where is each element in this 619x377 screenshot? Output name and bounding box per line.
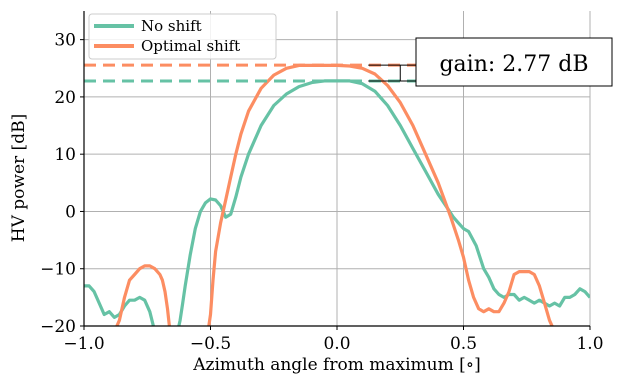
x-tick-label-0: −1.0	[63, 334, 104, 354]
legend-label-no-shift: No shift	[141, 17, 202, 35]
x-axis-label: Azimuth angle from maximum [∘]	[192, 355, 480, 375]
series-line-optimal-shift	[115, 63, 554, 326]
y-tick-label-1: −10	[40, 260, 76, 280]
annotation-layer: gain: 2.77 dB	[84, 37, 613, 87]
x-tick-label-1: −0.5	[190, 334, 231, 354]
y-axis-label: HV power [dB]	[9, 114, 29, 242]
gain-label: gain: 2.77 dB	[439, 52, 588, 77]
tick-labels: −1.0 −0.5 0.0 0.5 1.0 −20 −10 0 10 20 30	[40, 31, 603, 354]
y-tick-label-0: −20	[40, 317, 76, 337]
x-tick-label-4: 1.0	[576, 334, 603, 354]
legend-box	[88, 13, 277, 60]
y-tick-label-4: 20	[54, 88, 76, 108]
y-tick-label-2: 0	[65, 202, 76, 222]
series-layer	[84, 63, 590, 326]
x-tick-label-2: 0.0	[323, 334, 350, 354]
gain-label-box	[415, 37, 613, 87]
y-tick-label-5: 30	[54, 31, 76, 51]
legend-label-optimal-shift: Optimal shift	[141, 37, 240, 55]
series-line-no-shift	[84, 79, 590, 326]
y-tick-label-3: 10	[54, 145, 76, 165]
legend: No shift Optimal shift	[88, 13, 277, 60]
x-tick-label-3: 0.5	[450, 334, 477, 354]
